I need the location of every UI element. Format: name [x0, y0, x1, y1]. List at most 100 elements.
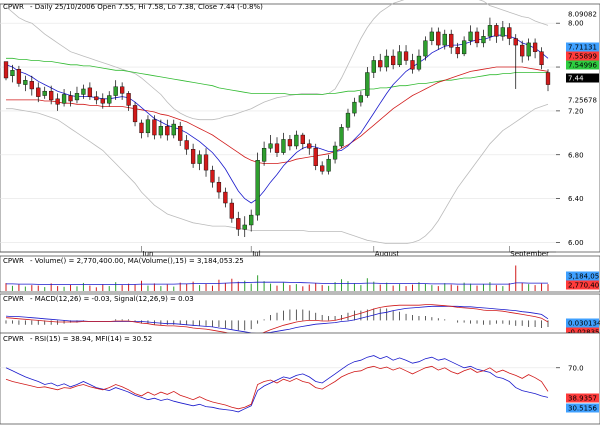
candle	[403, 51, 409, 61]
price-header-ticker: CPWR	[3, 3, 24, 11]
macd-tag: -0.028356	[566, 327, 600, 337]
candle	[468, 31, 473, 41]
price-header-text: - Daily 25/10/2006 Open 7.55, Hi 7.58, L…	[30, 3, 263, 11]
macd-tag-bg	[566, 318, 599, 328]
candle	[545, 72, 551, 85]
price-tag-bg	[566, 73, 599, 83]
rsi-panel-frame	[0, 332, 600, 425]
x-tick-label: September	[510, 250, 549, 258]
candle	[29, 81, 34, 90]
y-tick-label: 6.80	[568, 151, 584, 159]
price-tag-text: 7.55899	[568, 53, 597, 61]
candle	[320, 165, 325, 172]
volume-tag-text: 2,770,40	[568, 282, 599, 290]
x-tick-label: August	[375, 250, 400, 258]
candle	[300, 134, 305, 145]
candle	[494, 25, 499, 37]
volume-panel-frame	[0, 255, 600, 293]
candle	[197, 154, 202, 164]
rsi-tag: 38.9357	[566, 393, 599, 403]
candle	[384, 55, 389, 68]
price-tag-bg	[565, 95, 600, 105]
candle	[378, 60, 383, 68]
candle	[36, 87, 41, 97]
volume-header-text: - Volume() = 2,770,400.00, MA(Volume(),1…	[30, 257, 244, 265]
candle	[16, 69, 22, 84]
candle	[332, 145, 338, 160]
y-tick-label: 7.20	[568, 107, 584, 115]
candle	[352, 101, 357, 114]
candle	[61, 94, 67, 104]
price-tag-text: 7.71131	[568, 44, 597, 52]
candle	[358, 95, 364, 103]
candle	[487, 25, 493, 37]
candle	[255, 160, 260, 216]
candle	[203, 154, 209, 171]
candle	[513, 38, 518, 46]
candle	[539, 51, 544, 66]
candle	[171, 123, 176, 136]
price-tag-bg	[566, 42, 599, 52]
x-tick-label: Jul	[251, 250, 261, 258]
volume-tag: 2,770,40	[566, 280, 599, 290]
candle	[520, 44, 525, 57]
candle	[532, 42, 538, 52]
candle	[287, 139, 293, 147]
ma-slow-line	[6, 57, 548, 95]
volume-header-ticker: CPWR	[3, 257, 24, 265]
volume-tag-bg	[566, 280, 599, 290]
price-tag-text: 7.44	[568, 75, 584, 83]
candle	[449, 33, 454, 48]
rsi-panel: CPWR - RSI(15) = 38.94, MFI(14) = 30.52 …	[0, 332, 600, 425]
macd-tag-text: -0.028356	[568, 329, 600, 337]
candle	[126, 93, 131, 106]
macd-tag-text: 0.030134	[568, 320, 600, 328]
price-tag-bg	[566, 60, 599, 70]
macd-header-text: - MACD(12,26) = -0.03, Signal(12,26,9) =…	[30, 295, 194, 303]
candle	[242, 224, 247, 230]
price-tag-bg	[566, 51, 599, 61]
candle	[345, 112, 351, 128]
y-tick-label: 8.00	[568, 20, 584, 28]
candle	[442, 33, 447, 46]
candle	[100, 98, 105, 104]
candle	[42, 90, 47, 96]
candle	[145, 119, 151, 134]
candle	[3, 61, 9, 79]
mfi-tag: 30.5156	[566, 403, 599, 413]
rsi-tag-bg	[566, 393, 599, 403]
bollinger-upper-line	[5, 0, 549, 121]
candle	[94, 96, 99, 101]
candle	[326, 158, 331, 172]
y-tick-label: 6.00	[568, 239, 584, 247]
candle	[113, 86, 118, 96]
price-panel: CPWR - Daily 25/10/2006 Open 7.55, Hi 7.…	[0, 0, 600, 253]
candle	[365, 72, 370, 96]
candle	[371, 60, 376, 73]
candle	[23, 79, 28, 85]
candle	[55, 98, 60, 105]
macd-header-ticker: CPWR	[3, 295, 24, 303]
candle	[249, 214, 254, 226]
candle	[132, 105, 138, 123]
candle	[281, 139, 286, 153]
candle	[507, 27, 512, 39]
candle	[416, 55, 422, 70]
candle	[423, 40, 428, 57]
candle	[436, 31, 441, 46]
candle	[229, 202, 234, 219]
price-tag-bg	[565, 9, 600, 19]
macd-tag-bg	[566, 327, 599, 337]
volume-tag-text: 3,184,05	[568, 273, 599, 281]
volume-panel: CPWR - Volume() = 2,770,400.00, MA(Volum…	[0, 255, 600, 293]
price-tag-text: 7.54996	[568, 62, 597, 70]
rsi-tag-text: 38.9357	[568, 395, 597, 403]
volume-tag-bg	[566, 271, 599, 281]
candle	[391, 55, 396, 66]
candle	[274, 143, 280, 153]
candle	[410, 60, 415, 70]
price-tag: 8.09082	[565, 9, 600, 19]
price-panel-frame	[0, 3, 600, 253]
volume-ma-line	[6, 281, 548, 286]
rsi-line	[5, 365, 549, 410]
